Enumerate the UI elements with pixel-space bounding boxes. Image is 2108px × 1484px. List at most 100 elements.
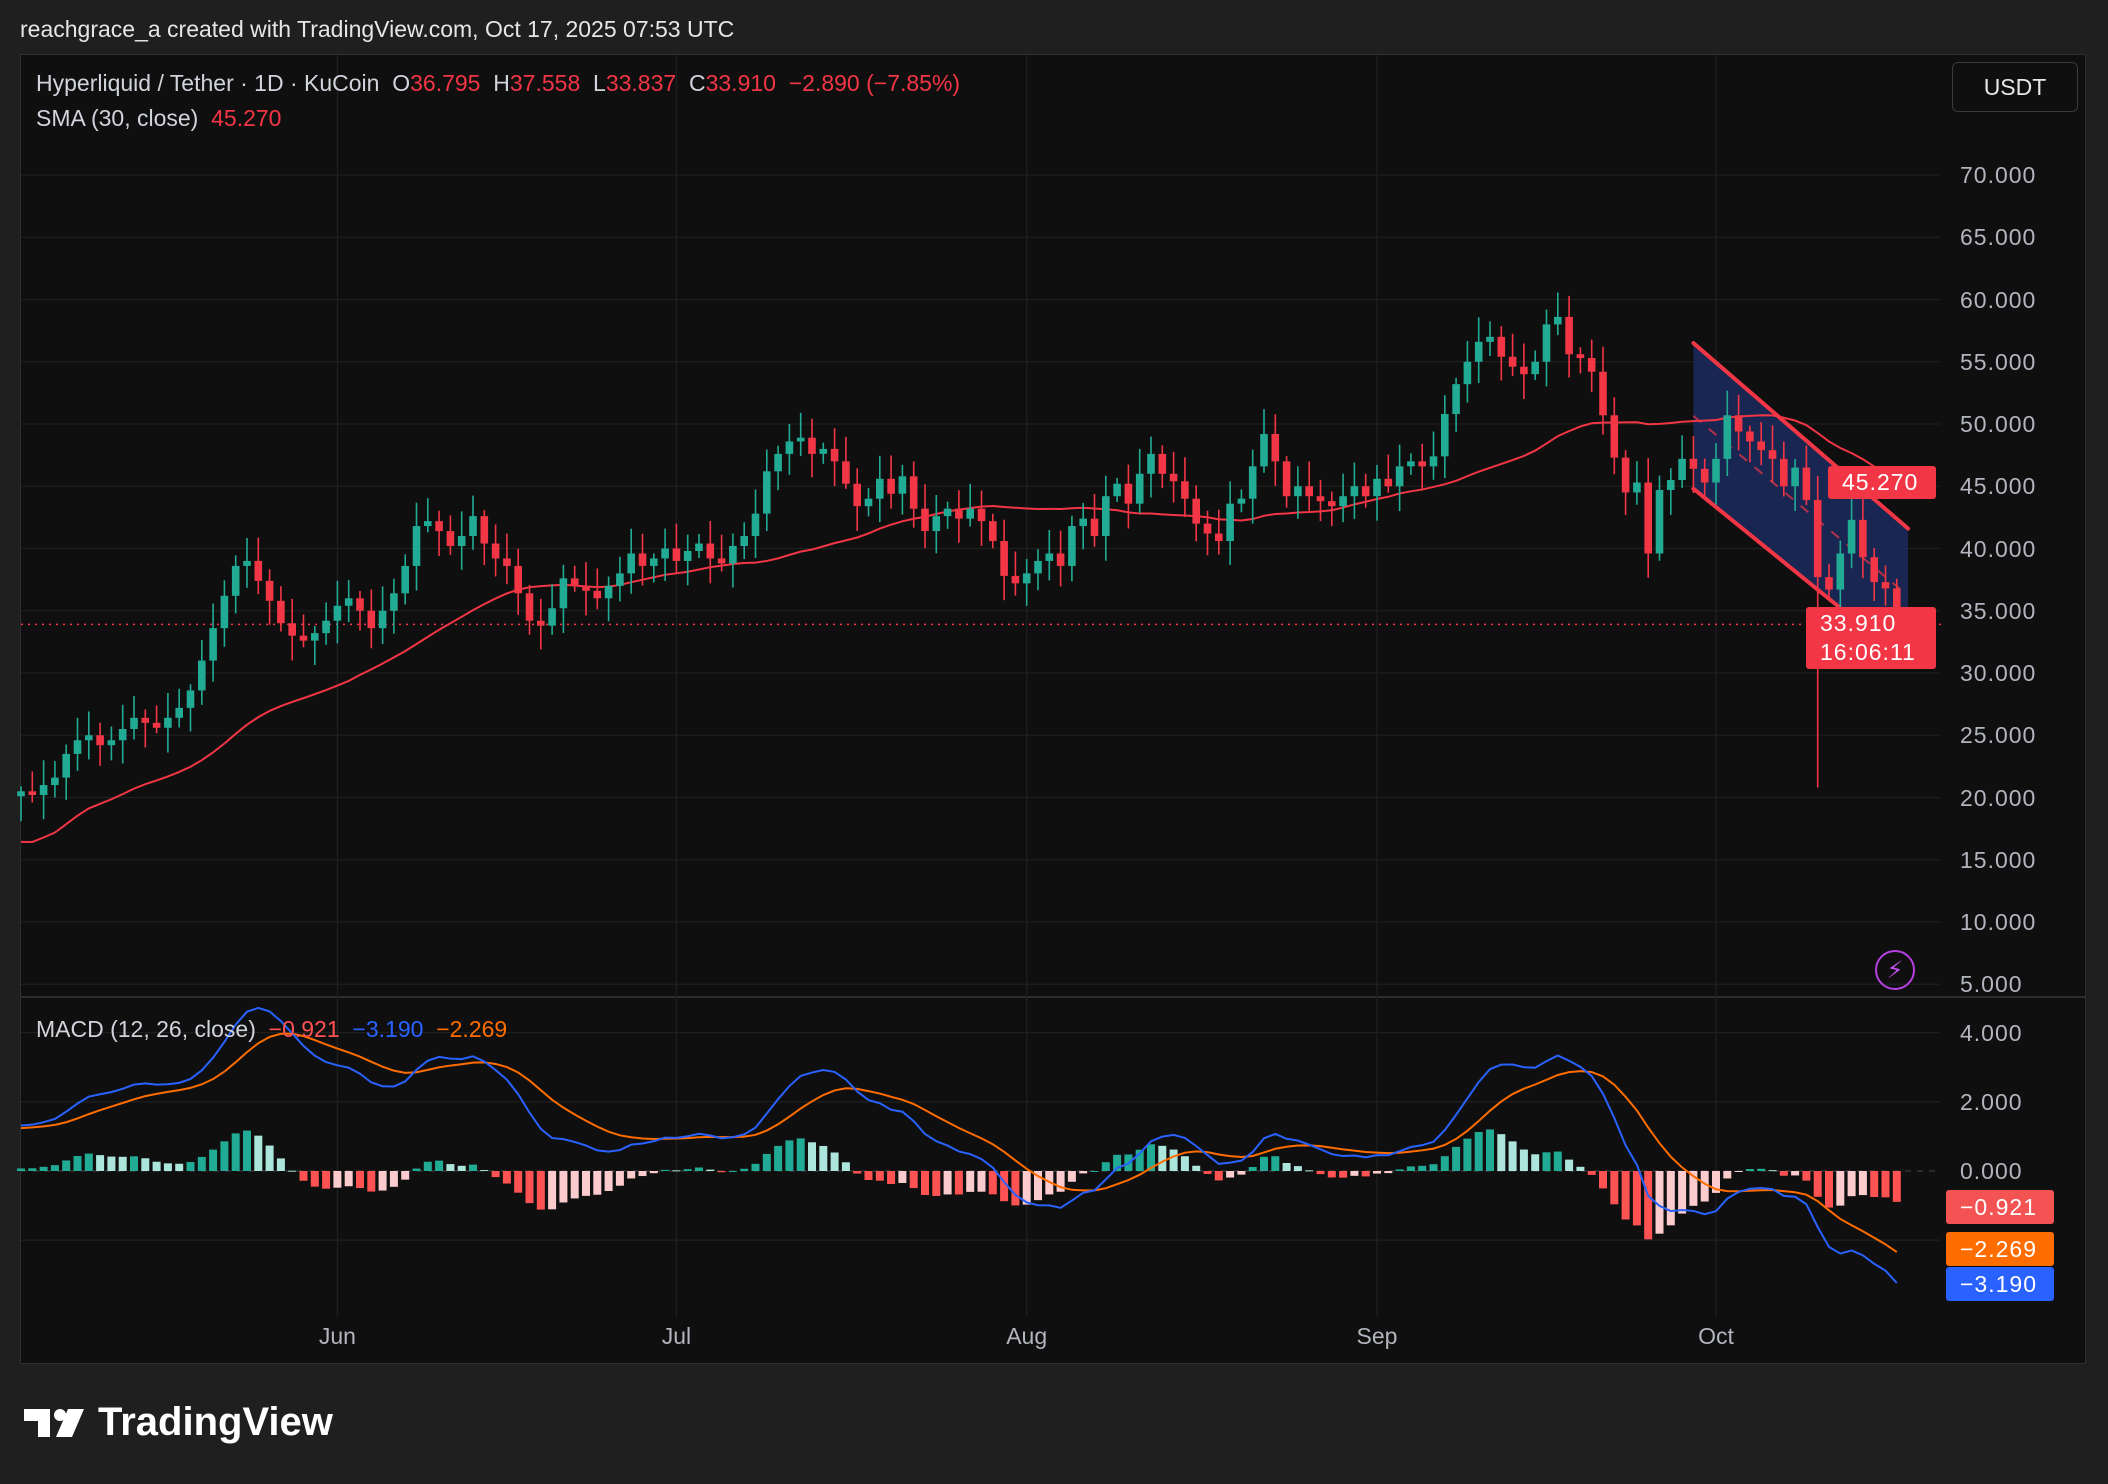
candle <box>333 580 342 644</box>
candle <box>288 598 296 661</box>
macd-histogram-bar <box>954 1171 963 1195</box>
candle-body <box>1678 458 1686 481</box>
macd-histogram-bar <box>830 1152 839 1171</box>
macd-histogram-bar <box>1135 1149 1144 1171</box>
candle-body <box>1282 461 1291 497</box>
candle-body <box>1045 553 1054 561</box>
candle <box>480 510 489 566</box>
candle-body <box>141 717 150 723</box>
candle-body <box>887 478 895 494</box>
macd-histogram-bar <box>1373 1171 1381 1174</box>
candle-body <box>390 593 398 611</box>
macd-histogram-bar <box>197 1156 206 1171</box>
candle-body <box>311 633 319 641</box>
candle-body <box>243 560 251 566</box>
bar-countdown: 16:06:11 <box>1820 639 1916 665</box>
macd-histogram-bar <box>1226 1171 1235 1178</box>
sma-legend[interactable]: SMA (30, close) 45.270 <box>36 105 281 132</box>
macd-histogram-bar <box>649 1171 658 1174</box>
candle <box>175 688 183 728</box>
candle <box>1836 540 1845 614</box>
price-tick: 5.000 <box>1960 971 2023 998</box>
candle <box>1056 530 1065 587</box>
price-tick: 25.000 <box>1960 722 2037 749</box>
macd-histogram-bar <box>604 1171 613 1191</box>
macd-histogram-bar <box>1327 1171 1336 1178</box>
candle <box>1316 479 1325 522</box>
macd-histogram-bar <box>1508 1141 1517 1171</box>
candle-body <box>1893 588 1901 625</box>
candle-body <box>1384 478 1393 487</box>
macd-histogram-bar <box>84 1153 93 1171</box>
candle <box>1508 333 1517 377</box>
chart-panel[interactable] <box>20 54 2086 1364</box>
candle <box>1474 317 1483 384</box>
candle-body <box>1486 336 1494 342</box>
lightning-icon[interactable]: ⚡︎ <box>1875 950 1915 990</box>
candle <box>1181 457 1189 518</box>
candle-body <box>1734 415 1743 432</box>
macd-histogram-bar <box>96 1155 105 1171</box>
macd-histogram-bar <box>1892 1171 1901 1202</box>
candle-body <box>164 717 172 728</box>
symbol-title[interactable]: Hyperliquid / Tether · 1D · KuCoin <box>36 70 380 96</box>
candle-body <box>1305 486 1313 497</box>
candle <box>254 537 263 595</box>
sma-label: SMA (30, close) <box>36 105 199 131</box>
price-tick: 10.000 <box>1960 909 2037 935</box>
last-price-tag: 33.910 16:06:11 <box>1806 607 1936 669</box>
candle <box>322 602 330 645</box>
candle-body <box>1260 433 1268 467</box>
candle <box>785 423 794 475</box>
currency-button[interactable]: USDT <box>1952 62 2078 112</box>
price-tick: 20.000 <box>1960 784 2037 811</box>
candle-body <box>717 558 726 564</box>
price-tick: 60.000 <box>1960 286 2037 313</box>
tradingview-brand[interactable]: TradingView <box>24 1400 333 1445</box>
candle <box>1124 464 1133 529</box>
macd-histogram-bar <box>152 1161 161 1171</box>
candle-body <box>344 598 353 606</box>
macd-legend[interactable]: MACD (12, 26, close) −0.921 −3.190 −2.26… <box>36 1016 507 1043</box>
candle-body <box>152 722 161 728</box>
candle-body <box>209 628 217 661</box>
sma-price-tag: 45.270 <box>1828 466 1936 499</box>
candle-body <box>424 521 432 527</box>
candle-body <box>570 578 579 586</box>
candle <box>1328 491 1336 527</box>
candle <box>62 744 70 800</box>
candle <box>243 538 251 588</box>
candle-body <box>1113 483 1121 497</box>
macd-histogram-bar <box>582 1171 590 1196</box>
candle <box>1045 530 1054 581</box>
candle-body <box>1000 541 1008 576</box>
candle-body <box>751 513 760 537</box>
candle <box>265 569 274 625</box>
macd-histogram-bar <box>819 1145 828 1171</box>
macd-histogram-bar <box>706 1169 715 1171</box>
change-value: −2.890 (−7.85%) <box>788 70 961 96</box>
candle-body <box>830 448 839 462</box>
macd-histogram-bar <box>1836 1171 1845 1206</box>
candle <box>1610 397 1619 475</box>
candle-body <box>1271 433 1280 462</box>
macd-histogram-bar <box>627 1171 636 1179</box>
candle <box>378 586 387 645</box>
high-value: 37.558 <box>509 70 581 96</box>
candle <box>909 461 918 528</box>
candle <box>1599 346 1607 435</box>
candle-body <box>548 608 556 626</box>
attribution-text: reachgrace_a created with TradingView.co… <box>20 16 735 42</box>
candle <box>1294 466 1302 520</box>
macd-histogram-bar <box>1158 1145 1167 1171</box>
low-value: 33.837 <box>605 70 677 96</box>
macd-histogram-bar <box>943 1171 952 1195</box>
macd-histogram-bar <box>774 1145 783 1171</box>
macd-histogram-bar <box>435 1160 444 1171</box>
macd-histogram-bar <box>186 1162 195 1171</box>
macd-histogram-bar <box>367 1171 376 1192</box>
candle <box>152 705 161 734</box>
macd-histogram-bar <box>107 1156 116 1171</box>
close-value: 33.910 <box>705 70 776 96</box>
